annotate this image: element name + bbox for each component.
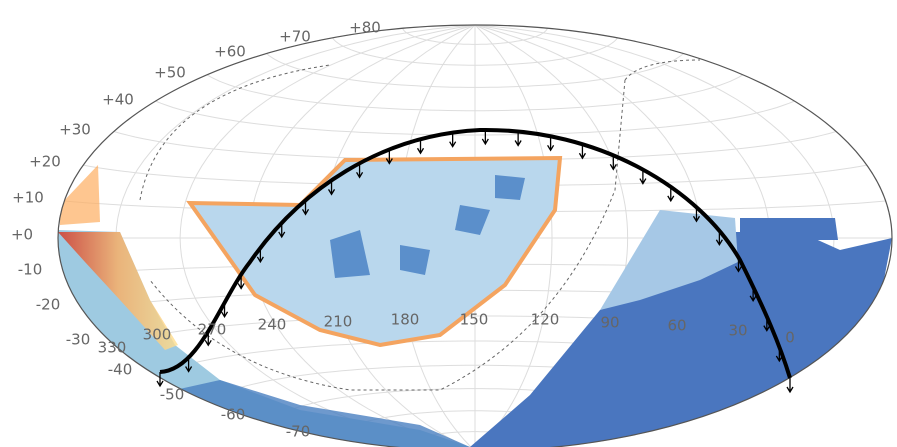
- dec-label: +0: [11, 226, 33, 244]
- arrow: [482, 130, 488, 144]
- ra-label: 270: [198, 321, 227, 339]
- ra-label: 0: [785, 329, 795, 347]
- ra-label: 90: [600, 314, 619, 332]
- ra-label: 210: [324, 313, 353, 331]
- dec-label: +80: [349, 19, 381, 37]
- dec-label: +20: [29, 153, 61, 171]
- arrow: [787, 378, 793, 392]
- ra-label: 240: [258, 316, 287, 334]
- dec-label: +10: [12, 189, 44, 207]
- ra-label: 300: [143, 326, 172, 344]
- ra-label: 60: [667, 317, 686, 335]
- dec-label: +40: [102, 91, 134, 109]
- dec-label: -70: [286, 423, 311, 441]
- dec-label: +60: [214, 43, 246, 61]
- ra-label: 330: [98, 339, 127, 357]
- dec-label: +70: [279, 28, 311, 46]
- ra-label: 30: [728, 322, 747, 340]
- sky-map: +80 +70 +60 +50 +40 +30 +20 +10 +0 -10 -20 -30 -40 -5…: [0, 0, 897, 447]
- dec-label: +30: [59, 121, 91, 139]
- ra-label: 150: [460, 311, 489, 329]
- dec-label: -30: [66, 331, 91, 349]
- ra-label: 120: [531, 311, 560, 329]
- dec-label: +50: [154, 64, 186, 82]
- dec-label: -60: [221, 406, 246, 424]
- ra-label: 180: [391, 311, 420, 329]
- dec-label: -20: [36, 296, 61, 314]
- dec-label: -50: [160, 386, 185, 404]
- dec-label: -10: [18, 261, 43, 279]
- coverage-block: [740, 218, 838, 240]
- dec-label: -40: [108, 361, 133, 379]
